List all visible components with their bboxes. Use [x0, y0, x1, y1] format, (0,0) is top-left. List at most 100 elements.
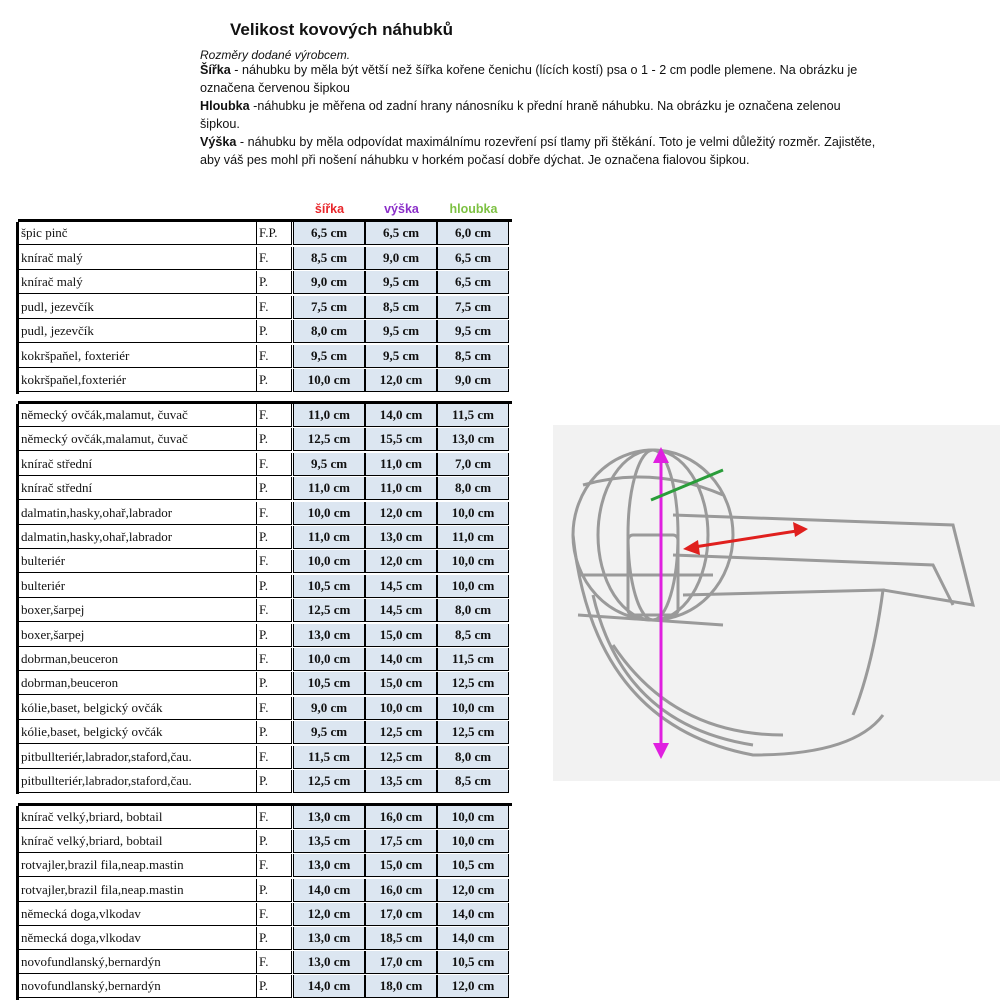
size: 14,0 cm [365, 404, 437, 427]
type: P. [256, 770, 292, 793]
size: 6,5 cm [437, 271, 509, 294]
size: 8,5 cm [437, 770, 509, 793]
label: Šířka [200, 63, 231, 77]
size: 12,0 cm [365, 501, 437, 525]
group-separator [18, 803, 512, 806]
size: 13,0 cm [293, 806, 365, 829]
size: 13,0 cm [293, 951, 365, 975]
size: 8,5 cm [437, 623, 509, 647]
size: 12,5 cm [365, 745, 437, 769]
paragraph: Výška - náhubku by měla odpovídat maximá… [200, 133, 880, 169]
breed: rotvajler,brazil fila,neap.mastin [18, 878, 257, 902]
size: 8,0 cm [437, 745, 509, 769]
breed: bulteriér [18, 574, 257, 598]
table-row: německá doga,vlkodav P. 13,0 cm 18,5 cm 14,0… [18, 927, 512, 951]
size: 11,0 cm [437, 526, 509, 549]
type: P. [256, 830, 292, 854]
table-row: knírač střední P. 11,0 cm 11,0 cm 8,0 cm [18, 477, 512, 501]
type: P. [256, 878, 292, 902]
type: F.P. [256, 222, 292, 245]
breed: pitbullteriér,labrador,staford,čau. [18, 770, 257, 793]
size: 10,0 cm [437, 501, 509, 525]
size: 6,5 cm [365, 222, 437, 245]
size: 12,5 cm [365, 721, 437, 745]
size: 17,0 cm [365, 951, 437, 975]
size: 10,0 cm [293, 369, 365, 392]
size: 6,5 cm [293, 222, 365, 245]
size: 12,0 cm [365, 369, 437, 392]
table-row: dobrman,beuceron F. 10,0 cm 14,0 cm 11,5 cm [18, 648, 512, 672]
size: 8,0 cm [437, 599, 509, 623]
breed: pudl, jezevčík [18, 295, 257, 319]
size: 14,0 cm [365, 648, 437, 671]
table-row: boxer,šarpej F. 12,5 cm 14,5 cm 8,0 cm [18, 599, 512, 623]
size: 14,0 cm [293, 878, 365, 902]
type: F. [256, 404, 292, 427]
text: - náhubku by měla odpovídat maximálnímu … [200, 135, 876, 167]
breed: pitbullteriér,labrador,staford,čau. [18, 745, 257, 769]
size: 10,0 cm [437, 830, 509, 854]
type: P. [256, 320, 292, 343]
size: 14,0 cm [437, 902, 509, 926]
breed: dobrman,beuceron [18, 648, 257, 671]
size: 10,5 cm [293, 574, 365, 598]
type: F. [256, 550, 292, 574]
muzzle-image [553, 425, 1000, 781]
size: 10,0 cm [437, 550, 509, 574]
size: 9,0 cm [437, 369, 509, 392]
type: P. [256, 721, 292, 745]
paragraph: Hloubka -náhubku je měřena od zadní hran… [200, 97, 880, 133]
size: 10,0 cm [437, 806, 509, 829]
breed: knírač velký,briard, bobtail [18, 806, 257, 829]
table-row: bulteriér P. 10,5 cm 14,5 cm 10,0 cm [18, 574, 512, 599]
breed: knírač velký,briard, bobtail [18, 830, 257, 854]
size: 18,0 cm [365, 975, 437, 999]
type: F. [256, 295, 292, 319]
breed: dobrman,beuceron [18, 672, 257, 696]
size: 10,0 cm [293, 550, 365, 574]
paragraph: Šířka - náhubku by měla být větší než ší… [200, 61, 880, 97]
table-row: novofundlanský,bernardýn P. 14,0 cm 18,0 cm… [18, 975, 512, 999]
description: Rozměry dodané výrobcem. Šířka - náhubku… [200, 49, 880, 169]
breed: novofundlanský,bernardýn [18, 975, 257, 999]
text: -náhubku je měřena od zadní hrany nánosn… [200, 99, 841, 131]
table-border [16, 404, 19, 795]
breed: německá doga,vlkodav [18, 902, 257, 926]
type: F. [256, 806, 292, 829]
type: F. [256, 854, 292, 878]
size: 13,0 cm [365, 526, 437, 549]
size: 8,0 cm [293, 320, 365, 343]
size: 12,5 cm [437, 721, 509, 745]
breed: německá doga,vlkodav [18, 927, 257, 950]
table-row: knírač malý P. 9,0 cm 9,5 cm 6,5 cm [18, 271, 512, 295]
size: 11,0 cm [293, 404, 365, 427]
group-separator [18, 219, 512, 222]
size: 12,0 cm [437, 878, 509, 902]
table-row: kokršpaňel, foxteriér F. 9,5 cm 9,5 cm 8,5 c… [18, 344, 512, 369]
table-row: dalmatin,hasky,ohař,labrador P. 11,0 cm 13,… [18, 526, 512, 550]
text: - náhubku by měla být větší než šířka ko… [200, 63, 858, 95]
type: P. [256, 477, 292, 501]
size: 13,0 cm [293, 854, 365, 878]
size: 9,0 cm [293, 696, 365, 720]
breed: novofundlanský,bernardýn [18, 951, 257, 975]
table-row: pudl, jezevčík F. 7,5 cm 8,5 cm 7,5 cm [18, 295, 512, 320]
size: 9,5 cm [437, 320, 509, 343]
size: 13,0 cm [437, 428, 509, 452]
type: F. [256, 501, 292, 525]
type: P. [256, 271, 292, 294]
size: 10,0 cm [293, 501, 365, 525]
table-row: dobrman,beuceron P. 10,5 cm 15,0 cm 12,5 cm [18, 672, 512, 696]
size: 14,5 cm [365, 574, 437, 598]
column-header: výška [384, 202, 419, 216]
table-row: knírač velký,briard, bobtail F. 13,0 cm 16,… [18, 806, 512, 830]
breed: německý ovčák,malamut, čuvač [18, 404, 257, 427]
type: F. [256, 648, 292, 671]
size: 15,5 cm [365, 428, 437, 452]
size: 10,5 cm [293, 672, 365, 696]
size: 7,0 cm [437, 452, 509, 476]
breed: knírač střední [18, 452, 257, 476]
size: 15,0 cm [365, 623, 437, 647]
breed: dalmatin,hasky,ohař,labrador [18, 501, 257, 525]
